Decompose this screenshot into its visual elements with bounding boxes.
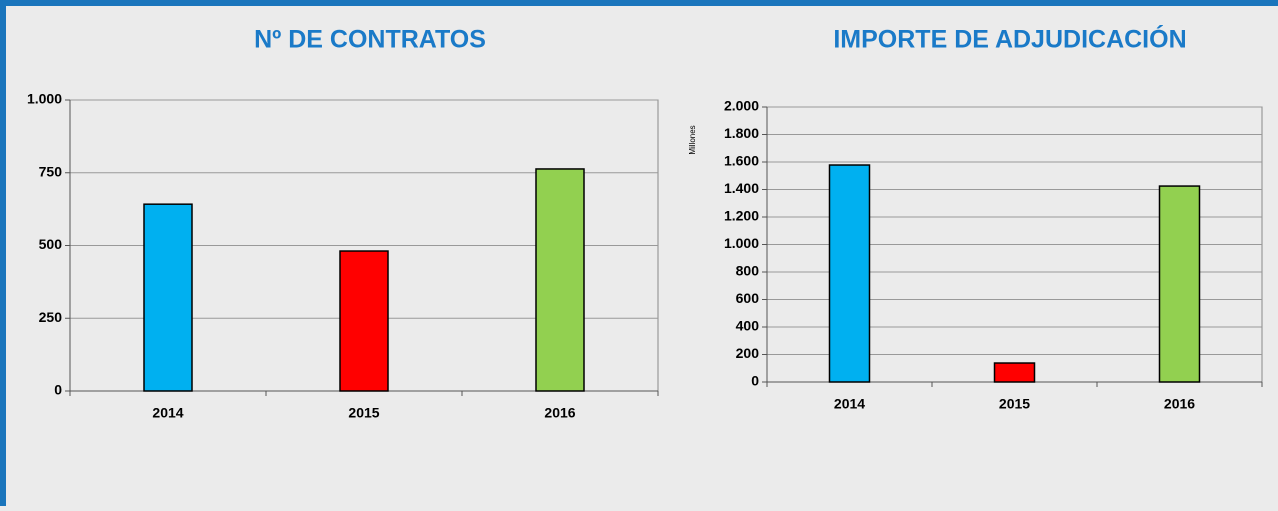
x-tick-label: 2016	[1164, 396, 1195, 412]
y-tick-label: 1.800	[724, 125, 759, 141]
y-tick-label: 1.200	[724, 208, 759, 224]
y-tick-label: 500	[39, 236, 63, 252]
bar	[143, 203, 193, 392]
bar	[993, 362, 1036, 383]
x-tick-label: 2016	[544, 405, 575, 421]
x-tick-label: 2014	[834, 396, 865, 412]
y-tick-label: 1.000	[724, 235, 759, 251]
y-tick-label: 1.000	[27, 91, 62, 107]
chart-title: Nº DE CONTRATOS	[254, 26, 486, 54]
y-tick-label: 0	[751, 373, 759, 389]
x-tick-label: 2014	[152, 405, 183, 421]
left-border	[0, 0, 6, 506]
y-tick-label: 1.400	[724, 180, 759, 196]
y-tick-label: 2.000	[724, 98, 759, 114]
y-tick-label: 250	[39, 309, 63, 325]
x-tick-label: 2015	[348, 405, 379, 421]
bar	[339, 250, 389, 392]
y-tick-label: 400	[736, 318, 760, 334]
y-tick-label: 800	[736, 263, 760, 279]
y-tick-label: 750	[39, 163, 63, 179]
bar	[535, 168, 585, 392]
y-tick-label: 200	[736, 345, 760, 361]
y-tick-label: 1.600	[724, 153, 759, 169]
x-tick-label: 2015	[999, 396, 1030, 412]
y-tick-label: 0	[54, 382, 62, 398]
bar	[828, 164, 871, 383]
top-border	[0, 0, 1278, 6]
y-tick-label: 600	[736, 290, 760, 306]
bar	[1158, 185, 1201, 383]
y-axis-label: Millones	[688, 125, 697, 154]
chart-title: IMPORTE DE ADJUDICACIÓN	[833, 24, 1186, 54]
